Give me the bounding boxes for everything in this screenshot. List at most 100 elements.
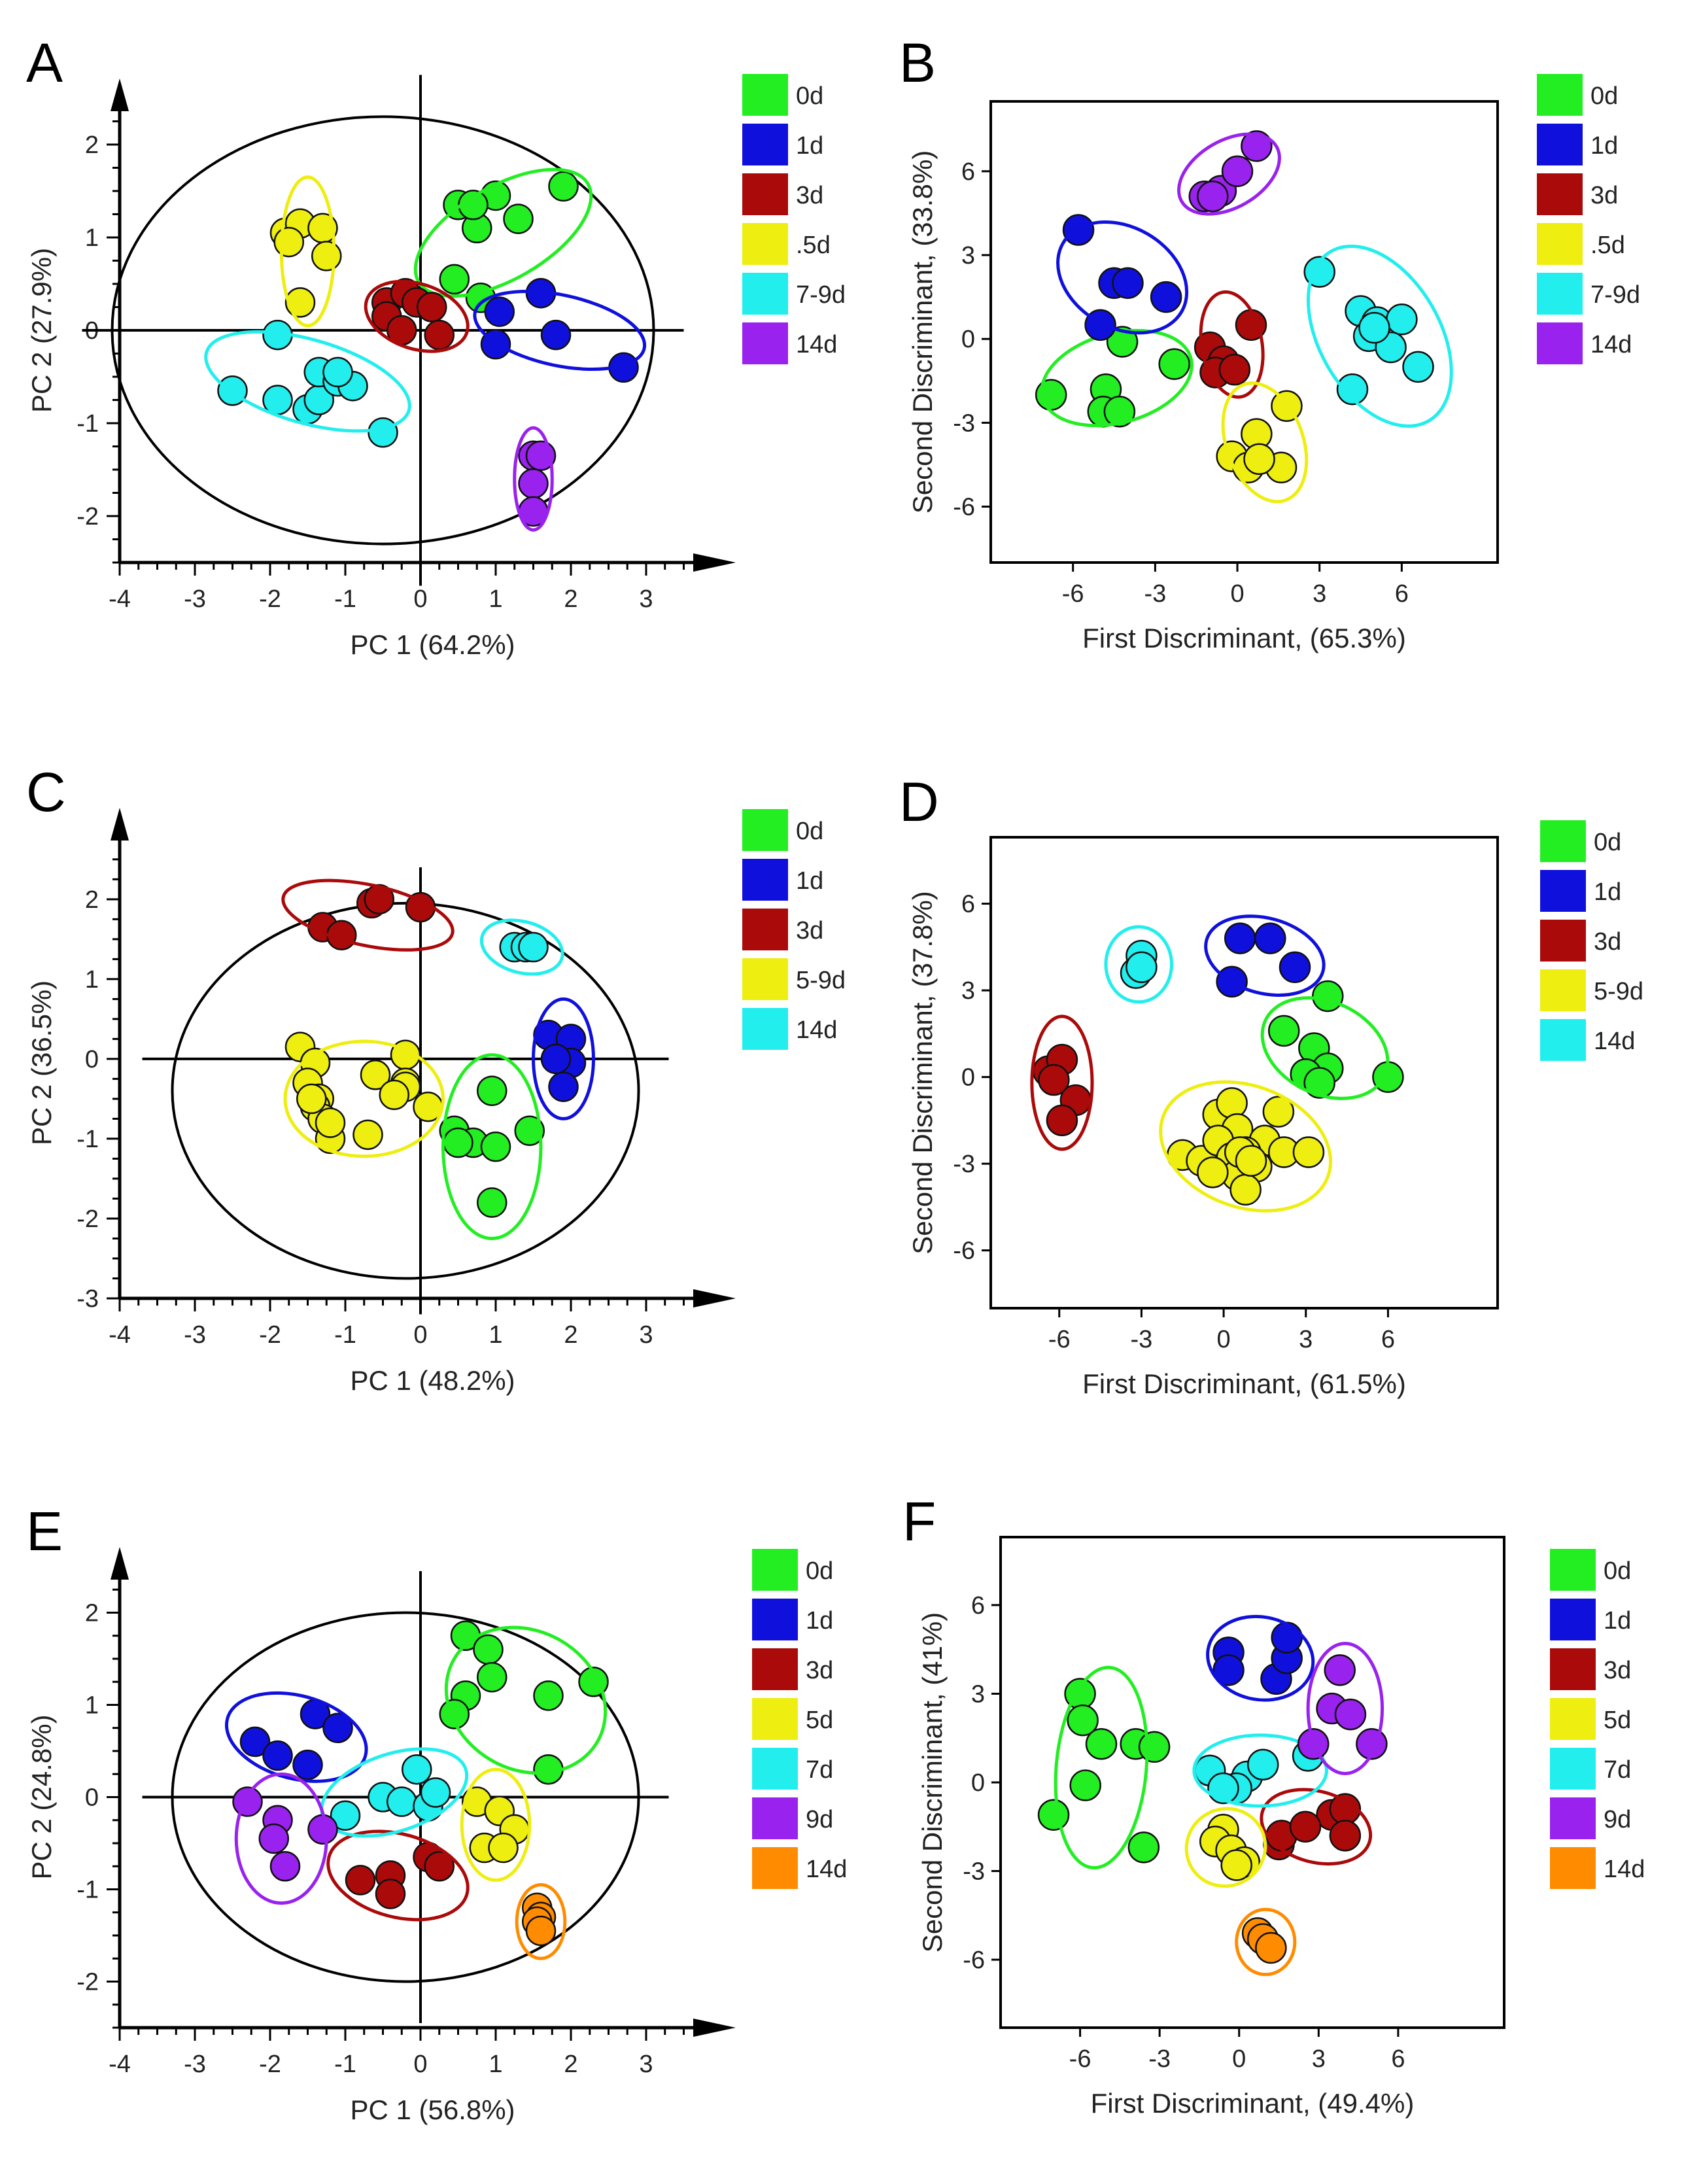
series-0d: [1260, 980, 1404, 1100]
x-tick-label: -6: [1062, 580, 1084, 608]
legend-swatch: [1537, 322, 1583, 364]
series-0d: [439, 1620, 609, 1785]
group-ellipse: [1206, 1614, 1315, 1702]
group-ellipse: [224, 1691, 368, 1783]
data-point: [1046, 1104, 1078, 1137]
series-5d: [460, 1767, 532, 1882]
data-point: [1243, 443, 1275, 476]
series-7d: [320, 1747, 469, 1838]
legend-label: 3d: [1594, 928, 1621, 956]
y-tick-label: 6: [971, 1592, 985, 1620]
data-point: [420, 1777, 451, 1808]
x-tick-label: 6: [1395, 580, 1409, 608]
legend-label: 3d: [1590, 182, 1618, 209]
legend-label: 5-9d: [796, 967, 846, 994]
data-point: [1150, 281, 1182, 313]
data-point: [352, 1119, 383, 1151]
data-point: [1324, 1654, 1356, 1686]
x-tick-label: 0: [413, 2051, 427, 2078]
series-3d: [1030, 1014, 1094, 1151]
legend-label: 1d: [1590, 132, 1618, 160]
y-tick-label: 2: [85, 131, 99, 159]
data-point: [1267, 1014, 1300, 1047]
legend-swatch: [1550, 1748, 1596, 1790]
y-tick-label: 2: [85, 1600, 99, 1627]
data-point: [1197, 181, 1229, 213]
legend-label: 1d: [1594, 878, 1621, 906]
panel-letter: F: [902, 1491, 936, 1552]
data-point: [1255, 1932, 1287, 1964]
legend: 0d 1d 3d 5d 7d 9d 14d: [752, 1549, 847, 1889]
data-point: [540, 319, 572, 351]
series-0d: [1037, 1665, 1171, 1870]
x-tick-label: 3: [639, 2051, 653, 2078]
x-tick-label: -3: [184, 1321, 206, 1349]
legend-label: 14d: [806, 1856, 847, 1883]
legend-swatch: [1550, 1847, 1596, 1889]
data-point: [1358, 311, 1390, 344]
y-tick-label: -1: [77, 1877, 99, 1904]
legend-swatch: [1537, 74, 1583, 116]
data-point: [1334, 1698, 1367, 1731]
x-axis-label: PC 1 (56.8%): [350, 2094, 515, 2125]
legend-swatch: [1550, 1797, 1596, 1839]
data-point: [1279, 951, 1311, 984]
legend-swatch: [1550, 1648, 1596, 1690]
y-axis-label: Second Discriminant, (41%): [917, 1612, 948, 1953]
x-axis-label: PC 1 (48.2%): [350, 1365, 515, 1396]
legend-label: 7-9d: [796, 281, 846, 309]
legend: 0d 1d 3d .5d 7-9d 14d: [742, 74, 846, 364]
legend-label: 7d: [1604, 1756, 1631, 1784]
data-point: [1229, 1173, 1262, 1206]
data-point: [548, 171, 579, 202]
legend-label: 1d: [1604, 1607, 1631, 1635]
legend: 0d 1d 3d 5-9d 14d: [1540, 820, 1643, 1061]
data-point: [1402, 351, 1434, 383]
data-point: [292, 1749, 323, 1780]
legend-swatch: [742, 909, 788, 950]
series-5-9d: [283, 1031, 445, 1158]
y-tick-label: 0: [961, 326, 975, 353]
y-axis-arrow-icon: [111, 78, 129, 111]
data-point: [488, 1832, 519, 1863]
group-ellipse: [1056, 220, 1189, 335]
legend-swatch: [752, 1847, 798, 1889]
legend-label: 1d: [806, 1607, 833, 1635]
data-point: [387, 1786, 417, 1817]
data-point: [1126, 951, 1158, 984]
series-9d: [232, 1772, 338, 1905]
data-point: [473, 1634, 504, 1665]
data-point: [1246, 1748, 1279, 1781]
x-tick-label: -3: [184, 2051, 206, 2078]
group-ellipse: [479, 918, 564, 976]
series-3d: [1194, 290, 1267, 399]
series-5d: [1184, 1807, 1267, 1888]
panel-letter: A: [26, 32, 63, 94]
legend-label: 0d: [1604, 1557, 1631, 1585]
legend-swatch: [752, 1599, 798, 1640]
data-point: [1221, 155, 1254, 188]
data-point: [311, 241, 342, 271]
legend-swatch: [742, 859, 788, 901]
legend-swatch: [1540, 870, 1586, 912]
data-point: [484, 296, 515, 327]
group-ellipse: [1192, 1733, 1328, 1808]
y-axis-label: Second Discriminant, (33.8%): [907, 150, 938, 514]
data-point: [379, 1079, 409, 1111]
data-point: [1103, 396, 1136, 428]
data-point: [1329, 1820, 1362, 1852]
y-tick-label: -2: [77, 503, 99, 530]
legend: 0d 1d 3d 5-9d 14d: [742, 809, 846, 1050]
data-point: [439, 264, 470, 295]
series-0d: [439, 1053, 545, 1240]
plot-frame: [989, 836, 1499, 1309]
data-point: [548, 1071, 579, 1102]
legend-label: 3d: [796, 917, 823, 945]
data-point: [1262, 1096, 1295, 1128]
legend-label: 14d: [796, 331, 837, 358]
plot-frame: [989, 100, 1499, 564]
legend-label: 5d: [806, 1707, 833, 1734]
data-point: [1292, 1136, 1325, 1168]
y-tick-label: -6: [963, 1947, 985, 1974]
